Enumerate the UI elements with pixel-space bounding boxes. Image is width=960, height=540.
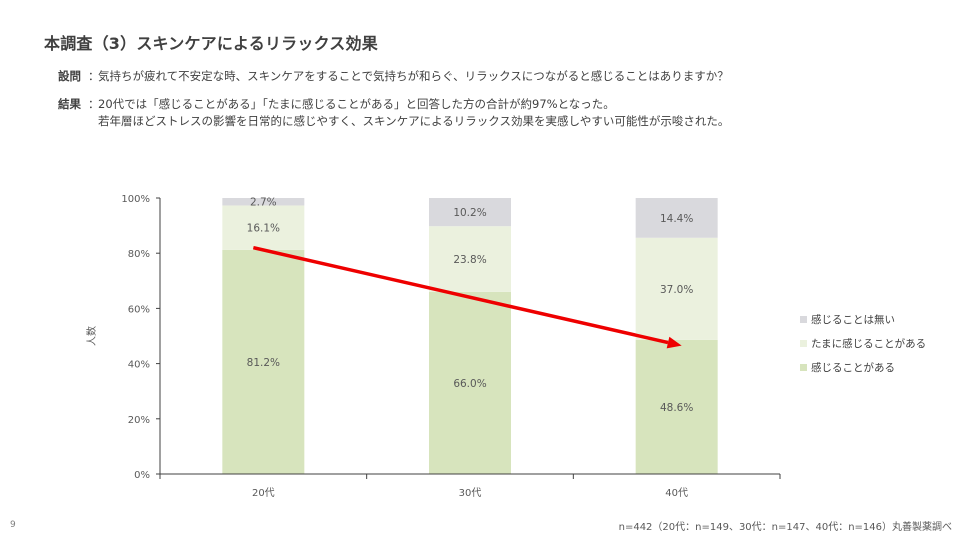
x-tick-label-2: 30代 [459, 487, 482, 499]
question-colon: ： [88, 69, 100, 83]
bar-1-3 [635, 339, 718, 474]
bar-2-3 [635, 237, 718, 340]
legend-label-1: 感じることは無い [811, 313, 895, 326]
y-tick-label-2: 40% [128, 360, 150, 371]
result-colon: ： [88, 97, 100, 111]
y-tick-label-3: 60% [128, 304, 150, 315]
trend-arrow-head [666, 336, 682, 349]
page-number: 9 [10, 520, 16, 530]
legend-label-2: たまに感じることがある [811, 337, 926, 350]
value-labels-layer: 81.2% 16.1% 2.7% 66.0% 23.8% 10.2% 48.6% 37.0% 1… [247, 197, 694, 414]
bar-1-2 [429, 291, 511, 474]
y-tick-label-1: 20% [128, 415, 150, 426]
bar-3-1 [222, 198, 305, 206]
data-label-3-3: 14.4% [660, 213, 693, 225]
trend-arrow-layer [252, 245, 682, 349]
data-label-1-2: 66.0% [453, 378, 486, 390]
footnote: n=442（20代：n=149、30代：n=147、40代：n=146）丸善製薬… [618, 522, 952, 533]
axis-layer: 0% 20% 40% 60% 80% 100% 20代 30代 40代 人数 [85, 194, 781, 499]
data-label-2-2: 23.8% [453, 254, 486, 266]
x-tick-label-3: 40代 [665, 487, 688, 499]
y-axis-label: 人数 [85, 326, 98, 346]
question-row: 設問 ：気持ちが疲れて不安定な時、スキンケアをすることで気持ちが和らぐ、リラックス… [58, 68, 729, 85]
trend-arrow-shaft [252, 245, 669, 345]
page-title: 本調査（3）スキンケアによるリラックス効果 [44, 34, 378, 53]
x-tick-label-1: 20代 [252, 487, 275, 499]
question-text: 気持ちが疲れて不安定な時、スキンケアをすることで気持ちが和らぐ、リラックスにつな… [98, 69, 729, 83]
data-label-2-1: 16.1% [247, 223, 280, 235]
bar-1-1 [222, 249, 305, 474]
result-label: 結果 [58, 97, 81, 111]
y-tick-label-5: 100% [121, 194, 150, 205]
bar-3-2 [429, 198, 511, 227]
result-line-2: 若年層ほどストレスの影響を日常的に感じやすく、スキンケアによるリラックス効果を実… [98, 114, 730, 128]
question-label: 設問 [58, 69, 81, 83]
legend-label-3: 感じることがある [811, 361, 895, 374]
result-line-1: 20代では「感じることがある」「たまに感じることがある」と回答した方の合計が約9… [98, 97, 615, 111]
legend-swatch-1 [800, 316, 807, 323]
data-label-1-1: 81.2% [247, 357, 280, 369]
bar-2-1 [222, 205, 305, 250]
legend-swatch-3 [800, 364, 807, 371]
bar-2-2 [429, 226, 511, 292]
y-tick-label-0: 0% [134, 470, 150, 481]
bar-3-3 [635, 198, 718, 238]
data-label-3-2: 10.2% [453, 207, 486, 219]
legend-swatch-2 [800, 340, 807, 347]
result-row: 結果 ：20代では「感じることがある」「たまに感じることがある」と回答した方の合計… [58, 96, 729, 130]
data-label-2-3: 37.0% [660, 284, 693, 296]
data-label-3-1: 2.7% [250, 197, 277, 209]
y-tick-label-4: 80% [128, 249, 150, 260]
bars-layer [222, 198, 718, 474]
data-label-1-3: 48.6% [660, 402, 693, 414]
